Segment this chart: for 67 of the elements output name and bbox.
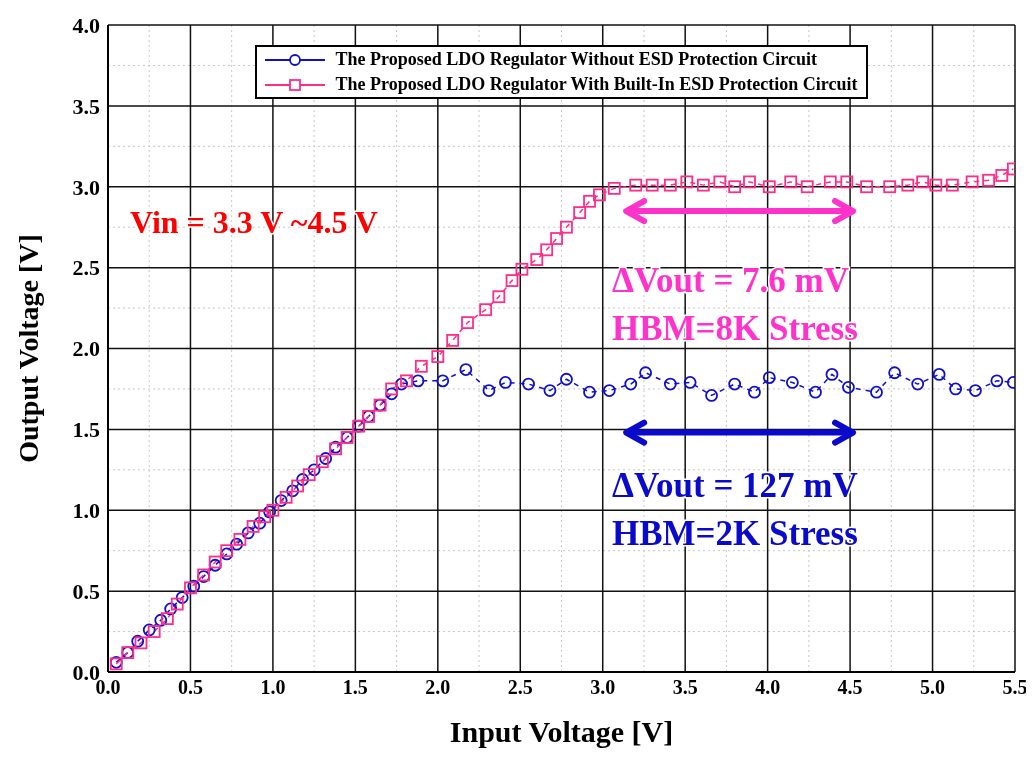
point	[911, 377, 925, 391]
point	[639, 366, 652, 380]
point	[307, 463, 321, 477]
point	[296, 473, 309, 486]
x-tick-label: 2.5	[507, 676, 533, 699]
x-tick-label: 5.5	[1002, 676, 1028, 699]
point	[142, 623, 156, 637]
x-tick-label: 3.5	[672, 676, 698, 699]
point	[385, 387, 399, 401]
point	[482, 384, 496, 397]
point	[888, 366, 902, 380]
point	[583, 385, 596, 399]
y-tick-label: 3.5	[72, 93, 100, 119]
point	[969, 384, 982, 397]
point	[319, 452, 333, 465]
y-tick-label: 2.0	[72, 336, 100, 362]
point	[870, 385, 883, 399]
point	[543, 384, 557, 397]
point	[949, 382, 963, 396]
x-tick-label: 4.5	[837, 676, 863, 699]
point	[241, 526, 255, 540]
point	[154, 613, 168, 627]
point	[522, 377, 535, 391]
point	[705, 389, 718, 402]
y-tick-label: 1.0	[72, 498, 100, 524]
point	[624, 377, 638, 391]
x-tick-label: 2.0	[425, 676, 451, 699]
x-tick-label: 0.5	[177, 676, 203, 699]
point	[683, 376, 697, 389]
y-tick-label: 3.0	[72, 174, 100, 200]
point	[932, 367, 946, 381]
point	[187, 579, 201, 593]
point	[809, 385, 822, 399]
point	[728, 377, 742, 391]
point	[748, 385, 761, 399]
legend-label: The Proposed LDO Regulator With Built-In ESD Protection Circuit	[335, 73, 858, 96]
x-axis-title: Input Voltage [V]	[449, 715, 674, 748]
point	[395, 377, 408, 391]
point	[253, 516, 267, 530]
x-tick-label: 4.0	[755, 676, 781, 699]
point	[602, 384, 616, 397]
point	[560, 372, 573, 386]
point	[230, 537, 244, 551]
point	[785, 376, 799, 389]
point	[274, 494, 288, 507]
point	[499, 376, 512, 389]
point	[175, 591, 189, 604]
y-tick-label: 4.0	[72, 12, 100, 38]
legend-label: The Proposed LDO Regulator Without ESD Protection Circuit	[335, 48, 817, 71]
point	[825, 367, 839, 381]
y-tick-label: 2.5	[72, 255, 100, 281]
x-tick-label: 1.5	[342, 676, 368, 699]
point	[436, 374, 450, 388]
point	[459, 363, 473, 376]
x-tick-label: 1.0	[260, 676, 286, 699]
point	[663, 377, 677, 391]
x-tick-label: 5.0	[920, 676, 946, 699]
x-tick-label: 3.0	[590, 676, 616, 699]
y-tick-label: 0.5	[72, 578, 100, 604]
point	[411, 374, 425, 388]
point	[286, 484, 300, 498]
y-tick-label: 1.5	[72, 417, 100, 443]
point	[762, 371, 776, 385]
point	[990, 374, 1004, 388]
point	[842, 380, 855, 394]
y-axis-title: Output Voltage [V]	[12, 234, 44, 463]
point	[164, 602, 178, 616]
